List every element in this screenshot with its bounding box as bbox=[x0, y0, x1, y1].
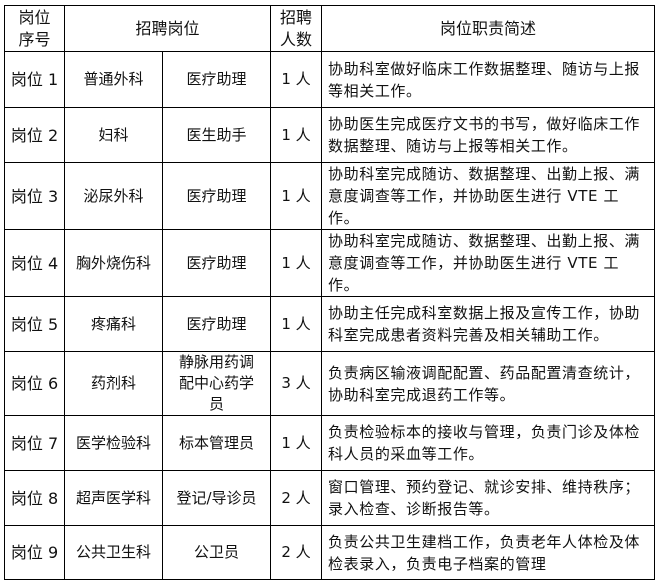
row-seq: 岗位 9 bbox=[4, 525, 65, 580]
row-count: 1 人 bbox=[270, 296, 323, 352]
table-row: 岗位 1 普通外科 医疗助理 1 人协助科室做好临床工作数据整理、随访与上报等相关工作… bbox=[4, 51, 656, 108]
row-department: 普通外科 bbox=[64, 51, 163, 108]
row-seq: 岗位 7 bbox=[4, 415, 65, 471]
row-department: 超声医学科 bbox=[64, 470, 163, 526]
header-row: 岗位序号 招聘岗位 招聘人数 岗位职责简述 bbox=[4, 5, 656, 52]
row-department: 药剂科 bbox=[64, 351, 163, 416]
row-seq: 岗位 4 bbox=[4, 229, 65, 297]
row-duty: 协助科室完成随访、数据整理、出勤上报、满意度调查等工作，并协助医生进行 VTE … bbox=[321, 162, 656, 230]
row-count: 1 人 bbox=[270, 415, 323, 471]
row-department: 胸外烧伤科 bbox=[64, 229, 163, 297]
row-duty: 协助主任完成科室数据上报及宣传工作，协助科室完成患者资料完善及相关辅助工作。 bbox=[321, 296, 656, 352]
header-duty: 岗位职责简述 bbox=[321, 5, 656, 52]
header-count: 招聘人数 bbox=[270, 5, 323, 52]
row-duty: 协助科室做好临床工作数据整理、随访与上报等相关工作。 bbox=[321, 51, 656, 108]
table-row: 岗位 3 泌尿外科 医疗助理 1 人协助科室完成随访、数据整理、出勤上报、满意度调查等… bbox=[4, 162, 656, 230]
row-count: 1 人 bbox=[270, 229, 323, 297]
row-role: 公卫员 bbox=[161, 525, 272, 580]
row-department: 妇科 bbox=[64, 107, 163, 163]
row-department: 医学检验科 bbox=[64, 415, 163, 471]
table-row: 岗位 7 医学检验科 标本管理员 1 人负责检验标本的接收与管理，负责门诊及体检科人员… bbox=[4, 415, 656, 471]
table-row: 岗位 9 公共卫生科 公卫员 2 人负责公共卫生建档工作，负责老年人体检及体检表录入，… bbox=[4, 525, 656, 580]
row-duty: 窗口管理、预约登记、就诊安排、维持秩序；录入检查、诊断报告等。 bbox=[321, 470, 656, 526]
table-row: 岗位 4 胸外烧伤科 医疗助理 1 人协助科室完成随访、数据整理、出勤上报、满意度调查… bbox=[4, 229, 656, 297]
row-department: 疼痛科 bbox=[64, 296, 163, 352]
row-duty: 负责病区输液调配配置、药品配置清查统计，协助科室完成退药工作等。 bbox=[321, 351, 656, 416]
header-position: 招聘岗位 bbox=[63, 5, 272, 52]
row-seq: 岗位 6 bbox=[4, 351, 65, 416]
row-seq: 岗位 3 bbox=[4, 162, 65, 230]
row-count: 1 人 bbox=[270, 162, 323, 230]
row-count: 3 人 bbox=[270, 351, 323, 416]
row-duty: 协助科室完成随访、数据整理、出勤上报、满意度调查等工作，并协助医生进行 VTE … bbox=[321, 229, 656, 297]
row-count: 1 人 bbox=[270, 107, 323, 163]
row-seq: 岗位 2 bbox=[4, 107, 65, 163]
row-seq: 岗位 1 bbox=[4, 51, 65, 108]
row-role: 医疗助理 bbox=[161, 162, 272, 230]
row-department: 泌尿外科 bbox=[64, 162, 163, 230]
recruitment-table: 岗位序号 招聘岗位 招聘人数 岗位职责简述 岗位 1 普通外科 医疗助理 1 人协助科… bbox=[4, 5, 656, 580]
row-department: 公共卫生科 bbox=[64, 525, 163, 580]
row-duty: 协助医生完成医疗文书的书写，做好临床工作数据整理、随访与上报等相关工作。 bbox=[321, 107, 656, 163]
row-role: 医疗助理 bbox=[161, 51, 272, 108]
row-count: 1 人 bbox=[270, 51, 323, 108]
row-role: 医生助手 bbox=[161, 107, 272, 163]
row-role: 医疗助理 bbox=[161, 229, 272, 297]
row-duty: 负责公共卫生建档工作，负责老年人体检及体检表录入，负责电子档案的管理 bbox=[321, 525, 656, 580]
row-role: 登记/导诊员 bbox=[161, 470, 272, 526]
row-duty: 负责检验标本的接收与管理，负责门诊及体检科人员的采血等工作。 bbox=[321, 415, 656, 471]
row-count: 2 人 bbox=[270, 525, 323, 580]
table-row: 岗位 5 疼痛科 医疗助理 1 人协助主任完成科室数据上报及宣传工作，协助科室完成患者… bbox=[4, 296, 656, 352]
row-role: 静脉用药调配中心药学员 bbox=[161, 351, 272, 416]
row-role: 标本管理员 bbox=[161, 415, 272, 471]
row-role: 医疗助理 bbox=[161, 296, 272, 352]
table-row: 岗位 8 超声医学科 登记/导诊员 2 人窗口管理、预约登记、就诊安排、维持秩序；录入… bbox=[4, 470, 656, 526]
row-seq: 岗位 5 bbox=[4, 296, 65, 352]
table-row: 岗位 6 药剂科 静脉用药调配中心药学员 3 人负责病区输液调配配置、药品配置清查统计… bbox=[4, 351, 656, 416]
header-seq: 岗位序号 bbox=[4, 5, 65, 52]
row-seq: 岗位 8 bbox=[4, 470, 65, 526]
table-row: 岗位 2 妇科 医生助手 1 人协助医生完成医疗文书的书写，做好临床工作数据整理、随访… bbox=[4, 107, 656, 163]
row-count: 2 人 bbox=[270, 470, 323, 526]
